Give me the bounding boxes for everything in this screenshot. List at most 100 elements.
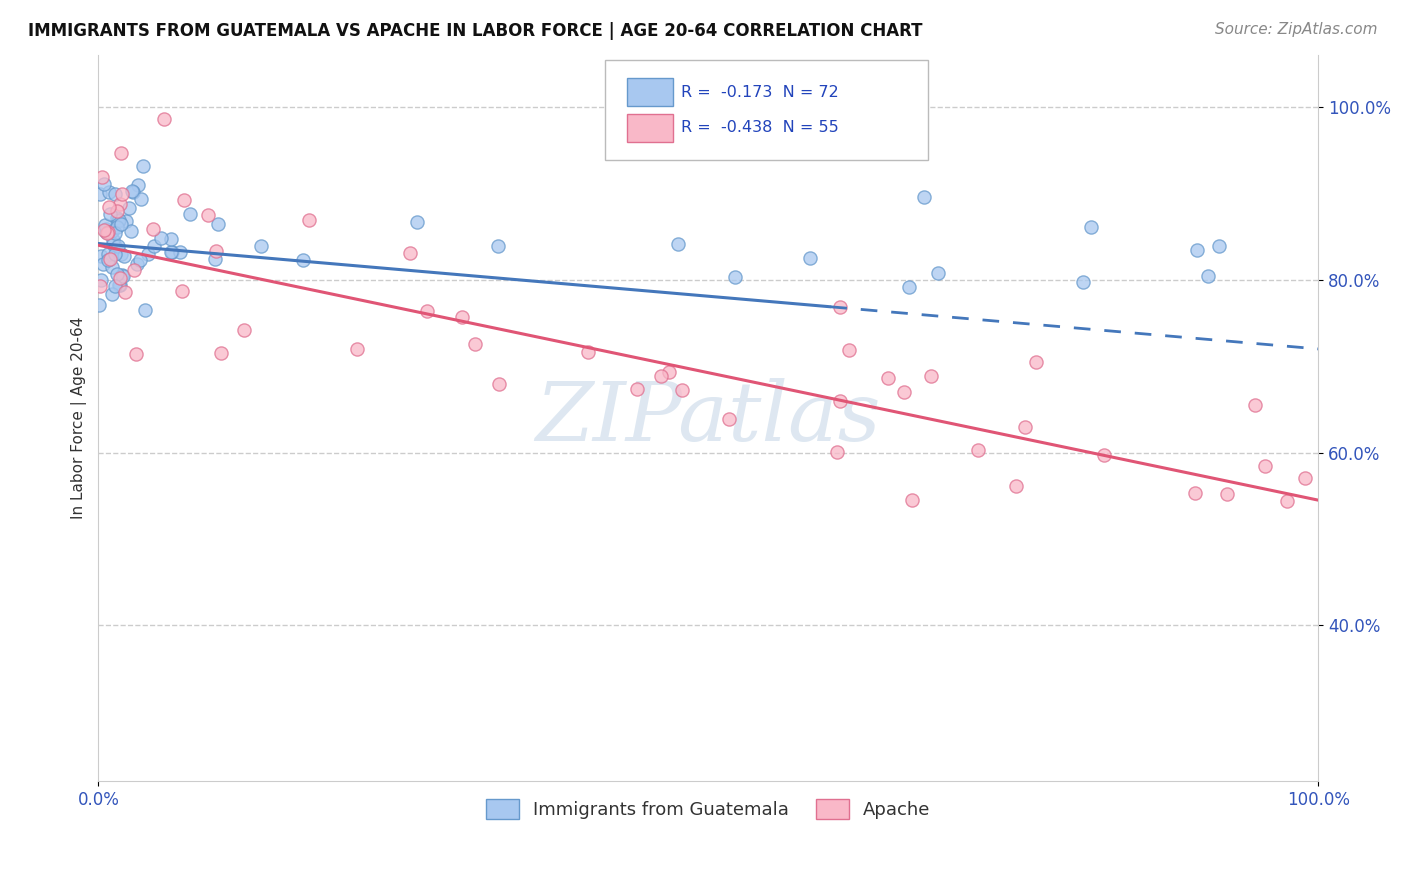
Point <box>93 223 115 237</box>
Point <box>108 197 131 211</box>
Point <box>1275 494 1298 508</box>
Point <box>1014 420 1036 434</box>
Point <box>900 492 922 507</box>
Point <box>104 227 127 241</box>
Point <box>666 236 689 251</box>
Point <box>98 207 121 221</box>
Point <box>128 253 150 268</box>
Point <box>1025 355 1047 369</box>
Point <box>107 239 129 253</box>
Point <box>415 304 437 318</box>
Point <box>197 208 219 222</box>
Point <box>101 286 124 301</box>
Point <box>1005 478 1028 492</box>
Point <box>120 223 142 237</box>
Point <box>101 260 124 274</box>
Point <box>100 224 122 238</box>
Point <box>108 213 131 227</box>
Point <box>205 244 228 259</box>
Point <box>1294 471 1316 485</box>
Point <box>658 365 681 379</box>
Point <box>173 193 195 207</box>
Point <box>149 231 172 245</box>
Point <box>91 257 114 271</box>
FancyBboxPatch shape <box>627 78 673 106</box>
Point <box>89 186 111 201</box>
Point <box>160 245 183 260</box>
Point <box>114 285 136 300</box>
Point <box>671 383 693 397</box>
Point <box>1080 220 1102 235</box>
Point <box>160 244 183 259</box>
Point <box>232 323 254 337</box>
Point <box>104 246 127 260</box>
Point <box>105 267 128 281</box>
Point <box>134 303 156 318</box>
Point <box>920 369 942 384</box>
Point <box>170 284 193 298</box>
Point <box>111 268 134 283</box>
Point <box>159 232 181 246</box>
Point <box>89 279 111 293</box>
Point <box>298 212 321 227</box>
Y-axis label: In Labor Force | Age 20-64: In Labor Force | Age 20-64 <box>72 317 87 519</box>
Point <box>115 214 138 228</box>
Point <box>97 225 120 239</box>
Point <box>1243 398 1265 412</box>
Point <box>90 249 112 263</box>
Point <box>830 393 852 408</box>
Point <box>136 247 159 261</box>
Point <box>110 187 132 202</box>
Point <box>799 252 821 266</box>
Point <box>104 240 127 254</box>
Point <box>1208 239 1230 253</box>
Point <box>626 382 648 396</box>
Legend: Immigrants from Guatemala, Apache: Immigrants from Guatemala, Apache <box>479 792 938 826</box>
Point <box>1185 243 1208 257</box>
Text: Source: ZipAtlas.com: Source: ZipAtlas.com <box>1215 22 1378 37</box>
Text: R =  -0.438  N = 55: R = -0.438 N = 55 <box>682 120 839 136</box>
Point <box>724 269 747 284</box>
Point <box>110 145 132 160</box>
Point <box>179 207 201 221</box>
FancyBboxPatch shape <box>627 114 673 142</box>
Point <box>125 347 148 361</box>
Point <box>152 112 174 127</box>
Point <box>97 252 120 267</box>
Point <box>110 218 132 232</box>
Point <box>838 343 860 358</box>
Point <box>828 300 851 314</box>
Point <box>101 233 124 247</box>
Point <box>207 217 229 231</box>
Point <box>107 213 129 227</box>
Point <box>122 262 145 277</box>
Point <box>142 221 165 235</box>
Point <box>97 247 120 261</box>
Point <box>451 310 474 324</box>
Point <box>104 187 127 202</box>
Point <box>877 371 900 385</box>
Point <box>108 278 131 293</box>
Point <box>488 239 510 253</box>
Point <box>204 252 226 266</box>
FancyBboxPatch shape <box>605 61 928 161</box>
Point <box>1092 448 1115 462</box>
Point <box>132 159 155 173</box>
Point <box>87 298 110 312</box>
Point <box>101 237 124 252</box>
Point <box>129 193 152 207</box>
Point <box>898 279 921 293</box>
Point <box>1197 268 1219 283</box>
Point <box>96 226 118 240</box>
Point <box>1071 275 1094 289</box>
Text: R =  -0.173  N = 72: R = -0.173 N = 72 <box>682 85 839 100</box>
Point <box>1184 485 1206 500</box>
Point <box>111 268 134 282</box>
Point <box>912 190 935 204</box>
Point <box>96 222 118 236</box>
Point <box>576 345 599 359</box>
Point <box>98 252 121 266</box>
Point <box>249 238 271 252</box>
Point <box>110 247 132 261</box>
Text: ZIPatlas: ZIPatlas <box>536 378 882 458</box>
